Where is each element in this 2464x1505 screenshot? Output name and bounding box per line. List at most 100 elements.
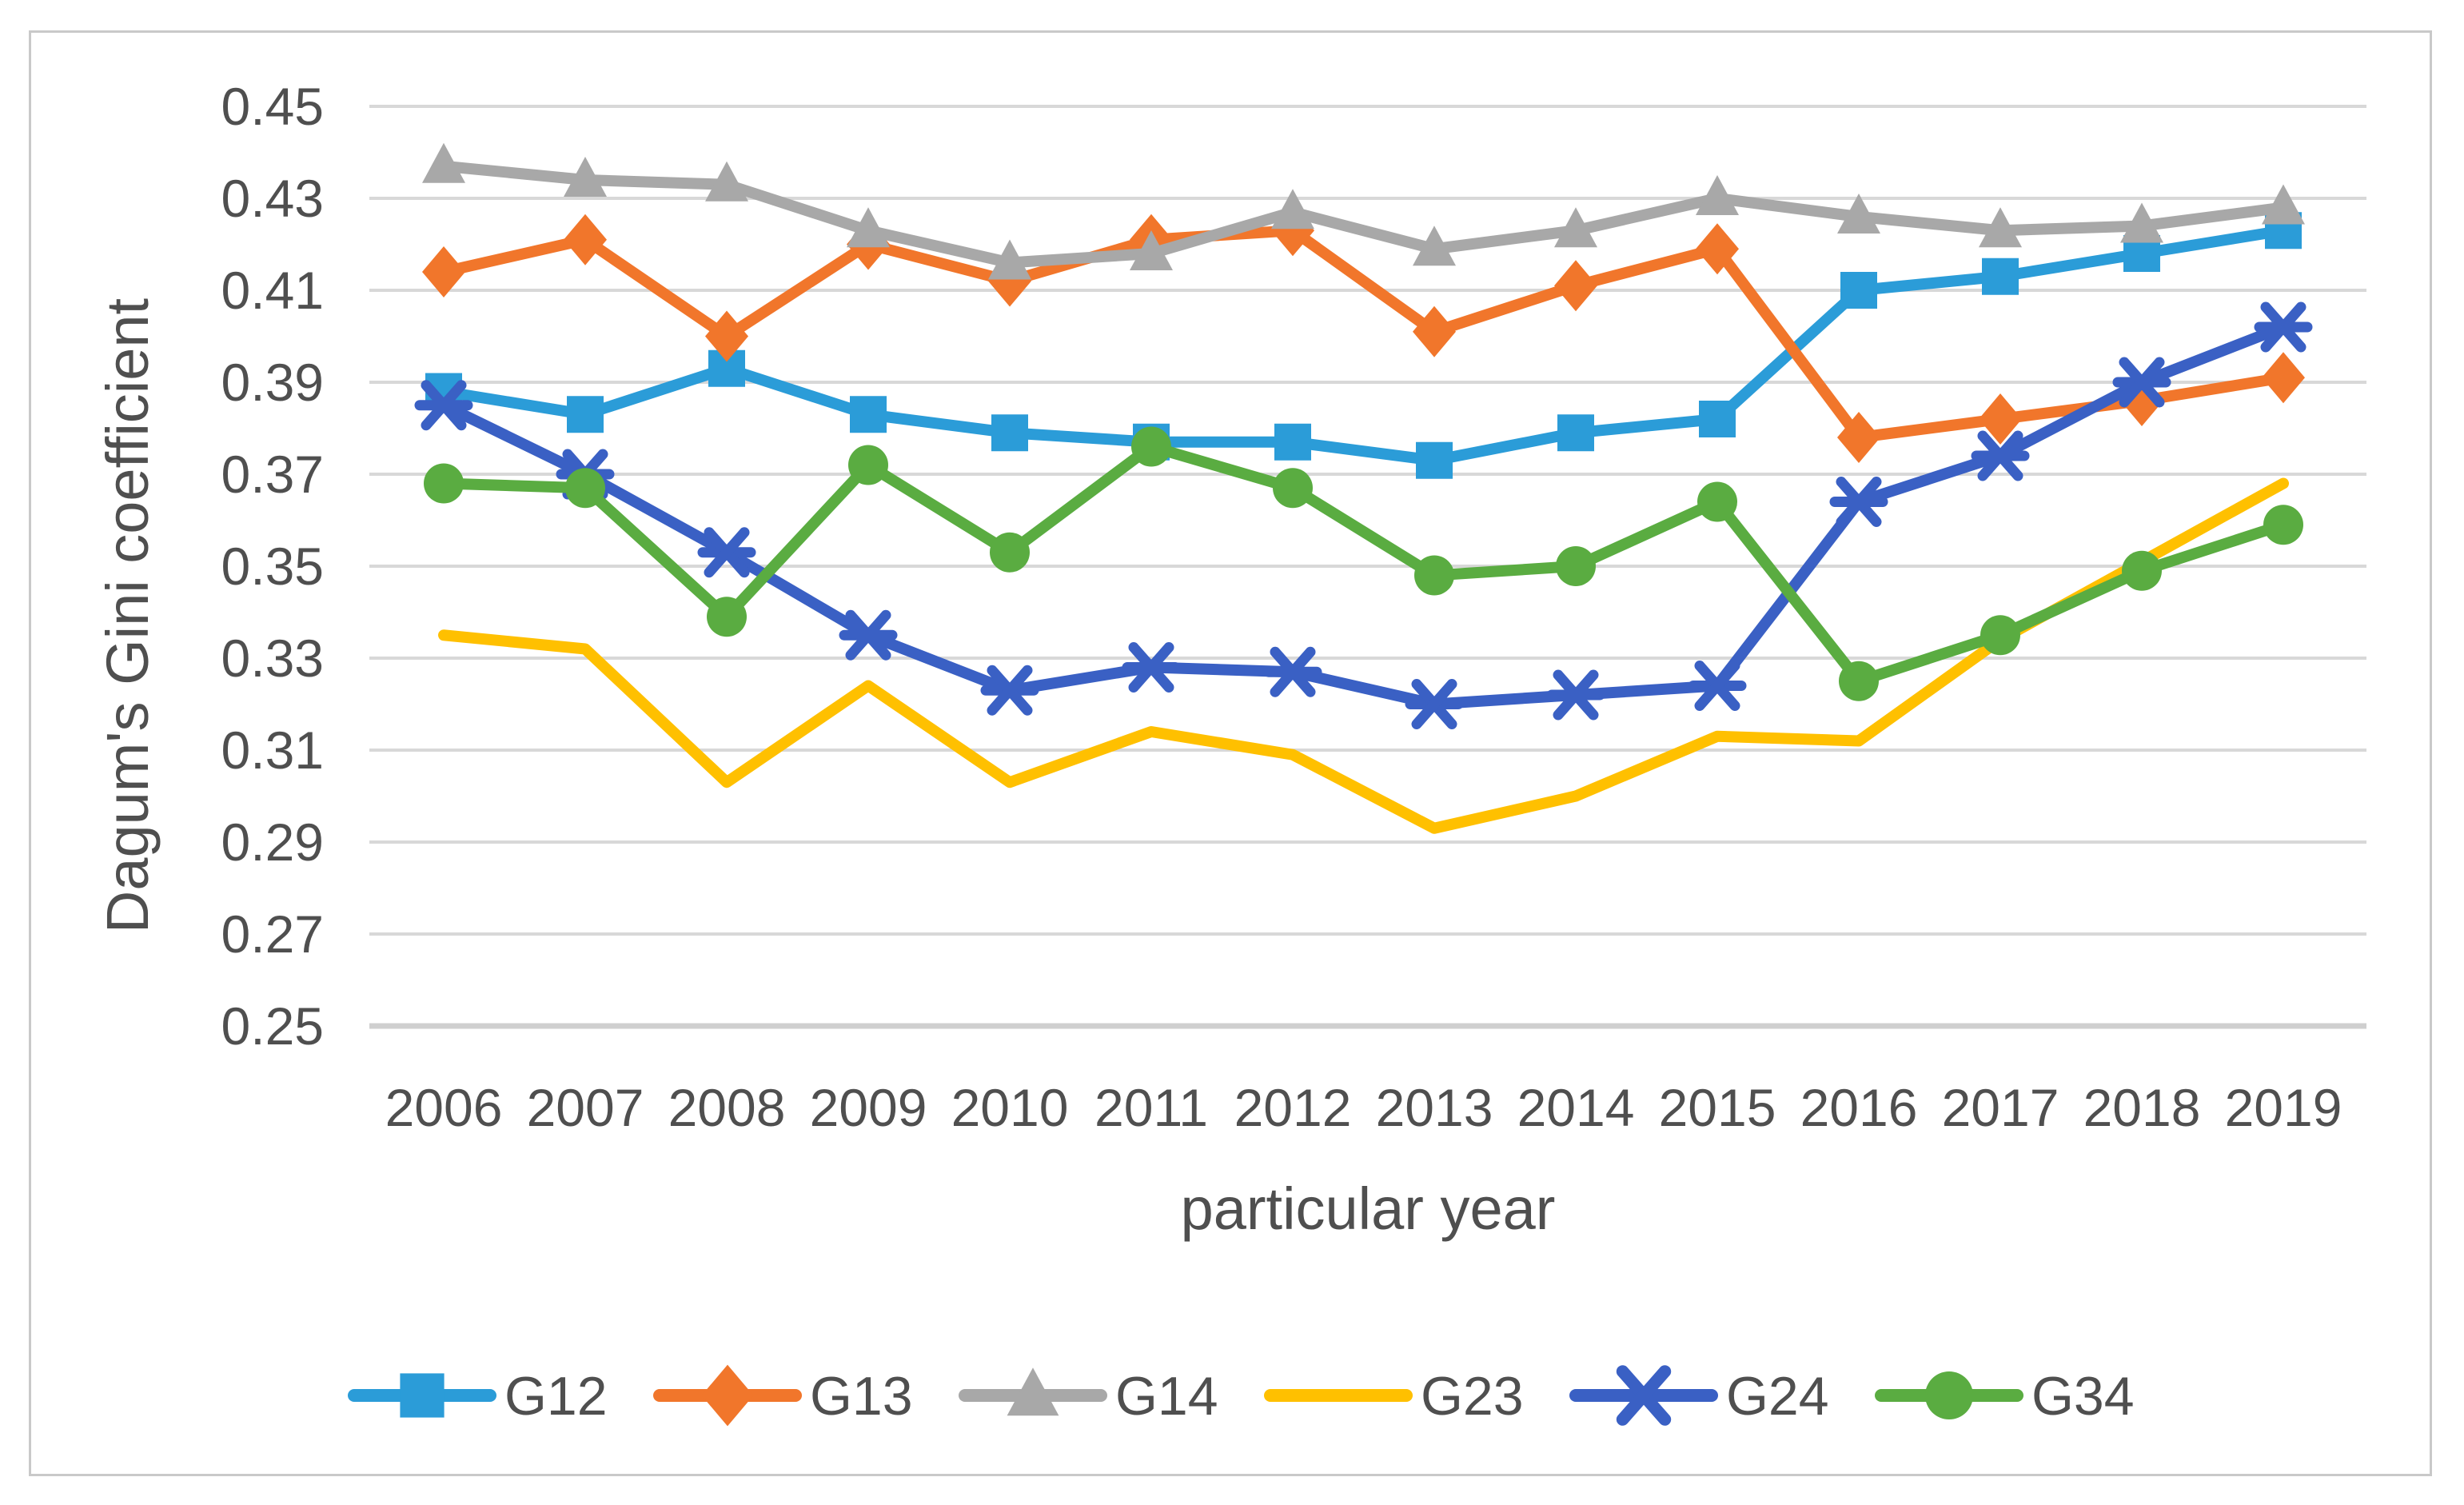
- marker-G24-2011: [1122, 642, 1181, 693]
- y-tick-label-0.37: 0.37: [221, 445, 324, 504]
- legend-label-G13: G13: [810, 1366, 913, 1427]
- y-tick-label-0.31: 0.31: [221, 721, 324, 780]
- y-axis-tick-labels: 0.45 0.43 0.41 0.39 0.37 0.35 0.33 0.31 0.29 0.27…: [221, 77, 324, 1056]
- marker-G34-2013: [1414, 555, 1454, 596]
- marker-G13-2006: [422, 246, 465, 297]
- year-label-2011: 2011: [1094, 1078, 1208, 1137]
- marker-G34-2014: [1556, 546, 1596, 586]
- marker-G14-2008: [705, 161, 748, 202]
- marker-G12-2017: [1982, 257, 2019, 295]
- marker-G12-2010: [991, 414, 1028, 452]
- marker-G14-2011: [1130, 230, 1173, 270]
- asterisk-stroke: [1128, 642, 1174, 693]
- marker-G13-2017: [1979, 393, 2022, 445]
- marker-G12-2007: [567, 396, 604, 433]
- marker-G24-2006: [414, 380, 473, 431]
- y-tick-label-0.39: 0.39: [221, 353, 324, 412]
- legend: G12 G13 G14 G23 G24 G34: [348, 1364, 2135, 1427]
- data-series: [414, 142, 2313, 834]
- y-tick-label-0.43: 0.43: [221, 169, 324, 228]
- marker-G12-2016: [1840, 272, 1877, 309]
- series-line-G34: [438, 441, 2289, 687]
- marker-G34-2011: [1131, 426, 1171, 467]
- year-label-2016: 2016: [1800, 1078, 1918, 1137]
- marker-G34-2006: [424, 463, 464, 504]
- legend-item-G14: G14: [959, 1366, 1218, 1427]
- legend-item-G24: G24: [1569, 1365, 1829, 1427]
- series-line-G12: [438, 225, 2289, 466]
- legend-marker-G13: [701, 1364, 754, 1427]
- marker-G34-2019: [2263, 505, 2303, 545]
- y-tick-label-0.33: 0.33: [221, 629, 324, 688]
- legend-label-G14: G14: [1115, 1366, 1218, 1427]
- marker-G14-2009: [847, 207, 890, 248]
- x-axis-tick-labels: 2006 2007 2008 2009 2010 2011 2012 2013 2014 2015…: [385, 1078, 2342, 1137]
- legend-label-G24: G24: [1726, 1366, 1829, 1427]
- marker-G14-2019: [2262, 184, 2305, 225]
- marker-G34-2008: [707, 597, 747, 637]
- marker-G34-2009: [848, 445, 888, 485]
- marker-G14-2010: [988, 239, 1031, 280]
- legend-label-G34: G34: [2031, 1366, 2135, 1427]
- marker-G34-2012: [1273, 468, 1313, 509]
- series-G14: [422, 142, 2305, 280]
- asterisk-stroke: [845, 609, 891, 661]
- y-tick-label-0.25: 0.25: [221, 996, 324, 1056]
- marker-G34-2018: [2122, 550, 2162, 591]
- series-line-G14: [438, 160, 2289, 269]
- year-label-2008: 2008: [668, 1078, 786, 1137]
- x-axis-title: particular year: [1181, 1176, 1556, 1242]
- marker-G34-2010: [990, 532, 1030, 573]
- series-G24: [414, 301, 2313, 729]
- series-G13: [422, 205, 2305, 463]
- marker-G24-2009: [839, 609, 898, 661]
- legend-marker-G12: [400, 1373, 445, 1418]
- year-label-2009: 2009: [810, 1078, 927, 1137]
- asterisk-stroke: [1553, 669, 1599, 721]
- year-label-2007: 2007: [527, 1078, 644, 1137]
- y-tick-label-0.45: 0.45: [221, 77, 324, 136]
- marker-G13-2013: [1413, 305, 1456, 357]
- marker-G14-2012: [1271, 189, 1314, 230]
- asterisk-stroke: [1977, 430, 2023, 481]
- marker-G14-2015: [1696, 175, 1739, 215]
- marker-G34-2015: [1697, 481, 1737, 522]
- legend-label-G23: G23: [1421, 1366, 1524, 1427]
- asterisk-stroke: [987, 665, 1033, 716]
- marker-G14-2007: [564, 157, 607, 197]
- marker-G24-2019: [2254, 301, 2313, 353]
- series-line-G23: [438, 477, 2289, 834]
- series-line-G13: [438, 225, 2289, 443]
- marker-G24-2015: [1688, 661, 1747, 711]
- marker-G34-2016: [1839, 661, 1879, 701]
- marker-G14-2016: [1837, 194, 1880, 234]
- marker-G12-2009: [850, 396, 887, 433]
- marker-G24-2008: [697, 527, 756, 578]
- marker-G24-2013: [1405, 679, 1464, 729]
- asterisk-stroke: [2260, 301, 2307, 353]
- year-label-2018: 2018: [2083, 1078, 2201, 1137]
- marker-G34-2007: [565, 468, 605, 509]
- asterisk-stroke: [1836, 477, 1882, 527]
- marker-G13-2016: [1837, 412, 1880, 463]
- asterisk-stroke: [704, 527, 750, 578]
- year-label-2010: 2010: [951, 1078, 1069, 1137]
- year-label-2015: 2015: [1659, 1078, 1776, 1137]
- marker-G24-2016: [1829, 477, 1888, 527]
- series-line-G24: [438, 321, 2289, 710]
- marker-G12-2012: [1274, 423, 1311, 461]
- marker-G14-2014: [1554, 207, 1597, 248]
- year-label-2012: 2012: [1234, 1078, 1352, 1137]
- marker-G14-2017: [1979, 207, 2022, 248]
- year-label-2019: 2019: [2225, 1078, 2342, 1137]
- legend-item-G34: G34: [1875, 1366, 2135, 1427]
- marker-G24-2018: [2112, 357, 2171, 408]
- year-label-2017: 2017: [1942, 1078, 2059, 1137]
- marker-G13-2015: [1696, 223, 1739, 275]
- marker-G13-2007: [564, 214, 607, 265]
- series-G23: [438, 477, 2289, 834]
- legend-item-G13: G13: [653, 1364, 913, 1427]
- year-label-2006: 2006: [385, 1078, 503, 1137]
- y-tick-label-0.27: 0.27: [221, 904, 324, 964]
